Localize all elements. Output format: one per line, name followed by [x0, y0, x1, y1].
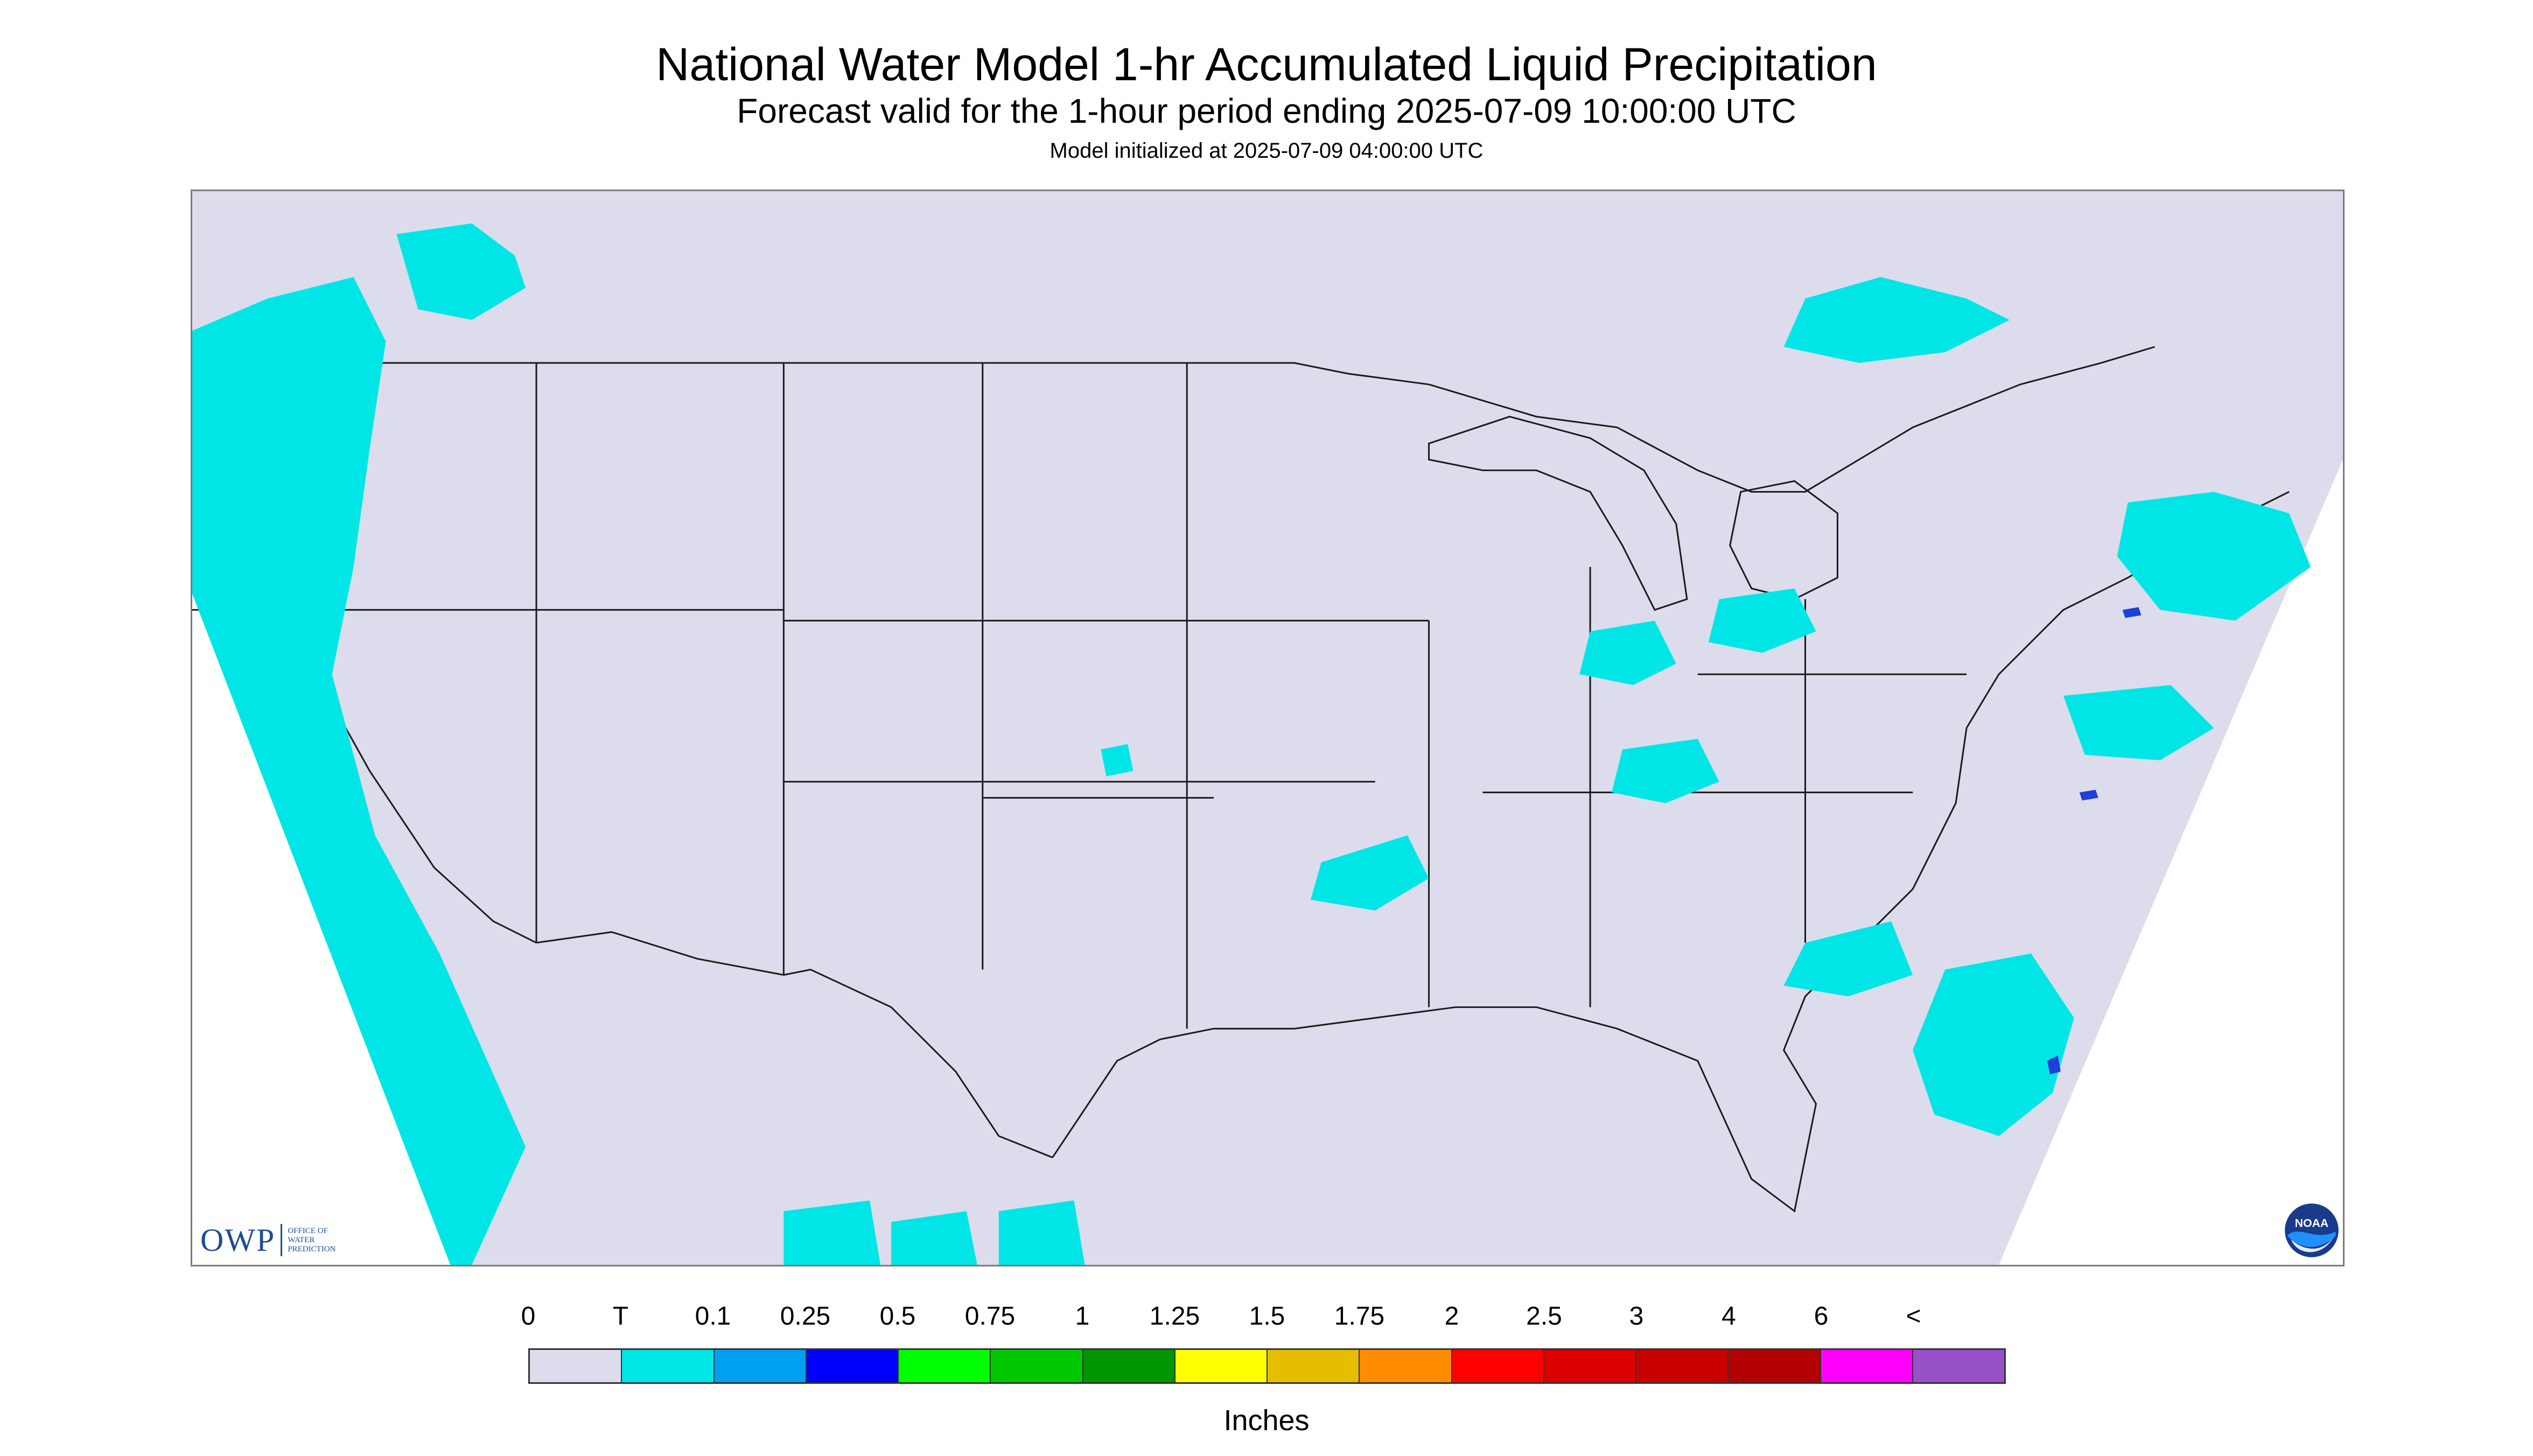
legend-label-13: 4	[1722, 1302, 1736, 1331]
owp-logo: OWP OFFICE OF WATER PREDICTION	[200, 1221, 336, 1259]
legend-label-12: 3	[1629, 1302, 1644, 1331]
owp-logo-name: OFFICE OF WATER PREDICTION	[288, 1226, 336, 1254]
legend-label-6: 1	[1075, 1302, 1090, 1331]
legend-label-11: 2.5	[1526, 1302, 1562, 1331]
legend-label-9: 1.75	[1334, 1302, 1385, 1331]
legend-color-bar	[528, 1348, 2006, 1384]
legend-swatch-14	[1821, 1350, 1913, 1382]
precipitation-map	[191, 190, 2345, 1266]
legend-swatch-2	[714, 1350, 807, 1382]
legend-swatch-0	[530, 1350, 622, 1382]
legend-swatch-5	[991, 1350, 1083, 1382]
legend-label-7: 1.25	[1149, 1302, 1200, 1331]
owp-logo-initials: OWP	[200, 1222, 276, 1258]
owp-logo-divider	[281, 1224, 283, 1256]
legend-swatch-11	[1544, 1350, 1636, 1382]
legend-swatch-4	[899, 1350, 991, 1382]
precipitation-areas	[192, 223, 2311, 1265]
noaa-logo-text: NOAA	[2295, 1217, 2328, 1230]
legend-swatch-6	[1083, 1350, 1175, 1382]
legend-swatch-7	[1175, 1350, 1268, 1382]
chart-subtitle: Forecast valid for the 1-hour period end…	[737, 92, 1796, 130]
chart-title: National Water Model 1-hr Accumulated Li…	[656, 39, 1877, 90]
legend-label-8: 1.5	[1249, 1302, 1285, 1331]
legend-swatch-12	[1636, 1350, 1729, 1382]
legend-label-1: T	[612, 1302, 629, 1331]
model-init-text: Model initialized at 2025-07-09 04:00:00…	[1049, 139, 1484, 163]
legend-label-5: 0.75	[964, 1302, 1016, 1331]
legend-swatch-3	[806, 1350, 899, 1382]
legend-units: Inches	[1223, 1404, 1310, 1437]
legend-labels: 0 T 0.1 0.25 0.5 0.75 1 1.25 1.5 1.75 2 2.5 3 4 6 <	[521, 1300, 2006, 1338]
legend-swatch-13	[1729, 1350, 1821, 1382]
legend-swatch-9	[1360, 1350, 1452, 1382]
legend-swatch-10	[1452, 1350, 1544, 1382]
legend-label-2: 0.1	[695, 1302, 731, 1331]
legend-label-0: 0	[521, 1302, 536, 1331]
noaa-logo: NOAA	[2284, 1202, 2340, 1258]
legend-swatch-15	[1913, 1350, 2004, 1382]
legend-swatch-1	[622, 1350, 715, 1382]
legend-swatch-8	[1268, 1350, 1360, 1382]
legend-label-3: 0.25	[780, 1302, 831, 1331]
legend-label-10: 2	[1444, 1302, 1459, 1331]
legend-label-15: <	[1906, 1302, 1921, 1331]
precipitation-heavy-areas	[2047, 607, 2142, 1075]
map-canvas	[192, 191, 2343, 1265]
legend-label-4: 0.5	[879, 1302, 916, 1331]
legend-label-14: 6	[1814, 1302, 1829, 1331]
